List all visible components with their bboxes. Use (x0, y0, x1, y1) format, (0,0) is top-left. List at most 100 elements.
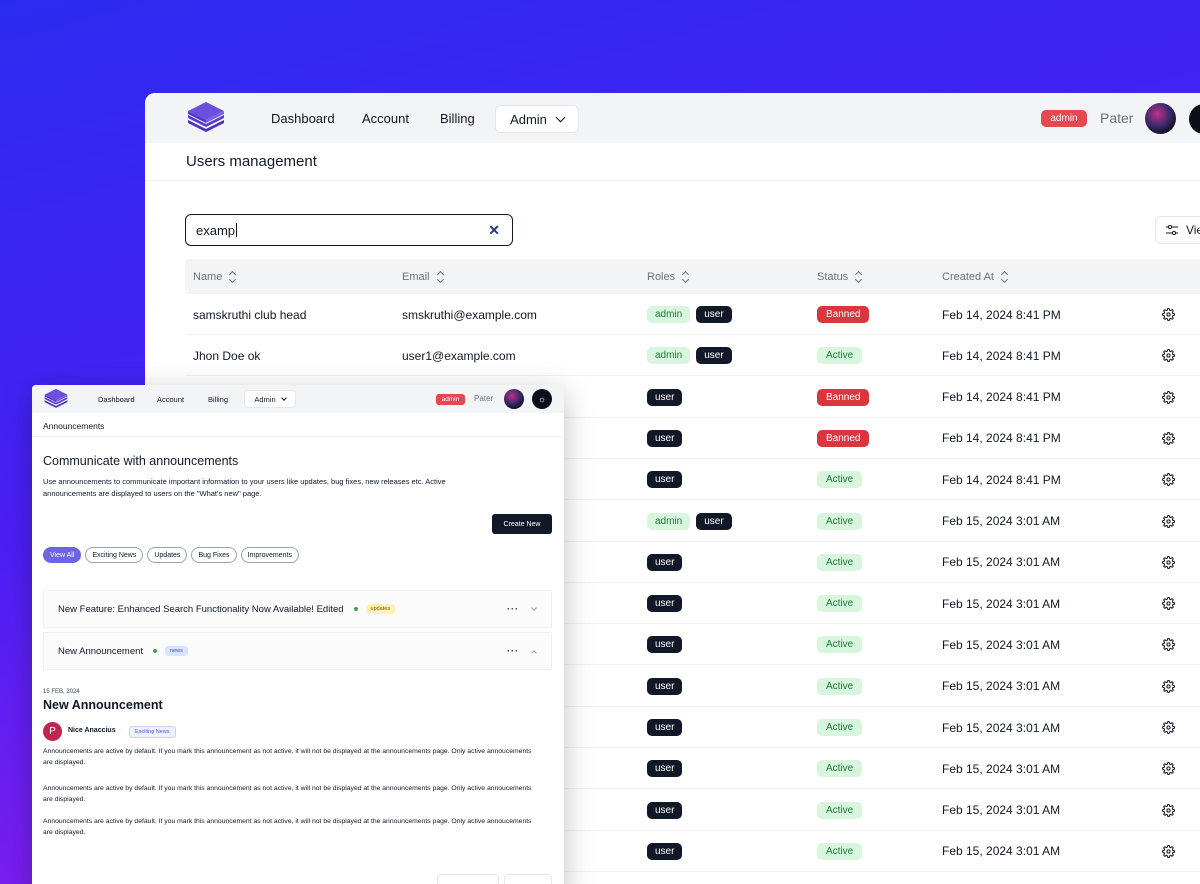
table-row[interactable]: user Active Feb 15, 2024 3:01 AM (185, 790, 1200, 831)
gear-icon[interactable] (1162, 349, 1175, 363)
status-badge: Active (817, 677, 863, 695)
theme-toggle-button[interactable]: ☼ (532, 389, 552, 409)
status-cell: Active (817, 666, 863, 707)
active-status-dot (153, 649, 158, 653)
create-new-button[interactable]: Create New (492, 514, 552, 534)
admin-menu-button[interactable]: Admin (244, 390, 296, 408)
status-badge: Banned (817, 429, 870, 447)
sort-icon (856, 272, 862, 282)
app-logo[interactable] (44, 388, 68, 410)
table-row[interactable]: user Active Feb 14, 2024 8:41 PM (185, 459, 1200, 501)
avatar[interactable] (504, 389, 524, 409)
nav-account[interactable]: Account (157, 394, 185, 404)
created-at-cell: Feb 15, 2024 3:01 AM (942, 761, 1061, 776)
sort-icon (1002, 272, 1008, 282)
nav-dashboard[interactable]: Dashboard (271, 110, 335, 126)
created-at-cell: Feb 14, 2024 8:41 PM (942, 390, 1061, 405)
chevron-up-icon[interactable] (531, 650, 537, 656)
table-row[interactable]: user Banned Feb 14, 2024 8:41 PM (185, 377, 1200, 418)
announcement-title: New Feature: Enhanced Search Functionali… (58, 603, 344, 615)
column-roles[interactable]: Roles (647, 259, 689, 294)
filter-bug-fixes[interactable]: Bug Fixes (191, 547, 237, 563)
created-at-cell: Feb 15, 2024 3:01 AM (942, 720, 1061, 735)
gear-icon[interactable] (1162, 721, 1175, 734)
search-input[interactable]: examp ✕ (185, 214, 513, 246)
created-at-cell: Feb 15, 2024 3:01 AM (942, 514, 1061, 528)
more-options-icon[interactable]: ··· (507, 646, 519, 656)
view-options-label: Vie (1186, 223, 1200, 237)
avatar[interactable] (1145, 103, 1176, 134)
created-at-cell: Feb 14, 2024 8:41 PM (942, 307, 1061, 322)
roles-cell: user (647, 459, 688, 500)
text-caret (236, 223, 238, 237)
announcement-item[interactable]: New Feature: Enhanced Search Functionali… (43, 590, 552, 628)
table-row[interactable]: user Active Feb 15, 2024 3:01 AM (185, 624, 1200, 666)
more-options-icon[interactable]: ··· (507, 604, 519, 614)
announcement-tag: updates (365, 604, 396, 614)
table-row[interactable]: user Banned Feb 14, 2024 8:41 PM (185, 418, 1200, 459)
gear-icon[interactable] (1162, 803, 1175, 817)
status-cell: Active (817, 542, 863, 583)
table-row[interactable]: user Active Feb 15, 2024 3:01 AM (185, 583, 1200, 625)
status-badge: Banned (817, 306, 870, 323)
gear-icon[interactable] (1162, 638, 1175, 652)
gear-icon[interactable] (1162, 390, 1175, 404)
roles-cell: admin user (647, 294, 738, 335)
chevron-down-icon (555, 112, 566, 122)
announcements-window: Dashboard Account Billing Admin admin Pa… (32, 385, 564, 884)
filter-view-all[interactable]: View All (43, 547, 82, 563)
clear-search-icon[interactable]: ✕ (488, 222, 500, 238)
table-row[interactable]: user Active Feb 15, 2024 3:01 AM (185, 748, 1200, 790)
announcement-item[interactable]: New Announcement news ··· (43, 632, 552, 670)
column-status[interactable]: Status (817, 259, 862, 294)
view-options-button[interactable]: Vie (1155, 216, 1200, 244)
nav-dashboard[interactable]: Dashboard (98, 394, 135, 404)
next-page-button[interactable] (504, 874, 552, 884)
filter-improvements[interactable]: Improvements (240, 547, 299, 563)
status-badge: Active (817, 636, 863, 654)
gear-icon[interactable] (1162, 762, 1175, 776)
roles-cell: user (647, 707, 688, 748)
gear-icon[interactable] (1162, 597, 1175, 611)
theme-toggle-button[interactable]: ☼ (1189, 104, 1200, 134)
created-at-cell: Feb 14, 2024 8:41 PM (942, 348, 1061, 363)
nav-billing[interactable]: Billing (208, 394, 229, 404)
search-value: examp (196, 222, 236, 238)
divider (32, 436, 564, 437)
role-tag: user (647, 595, 683, 613)
table-row[interactable]: user Active Feb 15, 2024 3:01 AM (185, 707, 1200, 748)
app-logo[interactable] (187, 101, 225, 135)
user-name: Pater (474, 394, 494, 403)
nav-billing[interactable]: Billing (440, 110, 475, 126)
status-cell: Banned (817, 294, 870, 335)
role-badge: admin (436, 394, 465, 405)
created-at-cell: Feb 15, 2024 3:01 AM (942, 679, 1061, 694)
table-row[interactable]: admin user Active Feb 15, 2024 3:01 AM (185, 501, 1200, 542)
table-row[interactable]: user Active Feb 15, 2024 3:01 AM (185, 666, 1200, 707)
status-badge: Active (817, 760, 863, 778)
filter-updates[interactable]: Updates (147, 547, 188, 563)
announcement-detail-title: New Announcement (43, 698, 163, 712)
gear-icon[interactable] (1162, 555, 1175, 569)
gear-icon[interactable] (1162, 431, 1175, 445)
table-row[interactable]: user Active Feb 15, 2024 3:01 AM (185, 542, 1200, 583)
sun-icon: ☼ (537, 394, 547, 404)
table-row[interactable]: Jhon Doe ok user1@example.com admin user … (185, 335, 1200, 377)
status-badge: Active (817, 471, 863, 489)
chevron-down-icon[interactable] (531, 605, 537, 611)
previous-page-button[interactable] (437, 874, 499, 884)
gear-icon[interactable] (1162, 679, 1175, 693)
gear-icon[interactable] (1162, 473, 1175, 487)
column-name[interactable]: Name (193, 259, 236, 294)
gear-icon[interactable] (1162, 308, 1175, 321)
roles-cell: user (647, 418, 688, 459)
nav-account[interactable]: Account (362, 110, 409, 126)
column-email[interactable]: Email (402, 259, 444, 294)
table-row[interactable]: samskruthi club head smskruthi@example.c… (185, 294, 1200, 335)
filter-exciting-news[interactable]: Exciting News (85, 547, 144, 563)
table-row[interactable]: user Active Feb 15, 2024 3:01 AM (185, 831, 1200, 872)
gear-icon[interactable] (1162, 844, 1175, 858)
gear-icon[interactable] (1162, 514, 1175, 528)
column-created-at[interactable]: Created At (942, 259, 1008, 294)
admin-menu-button[interactable]: Admin (495, 105, 579, 133)
